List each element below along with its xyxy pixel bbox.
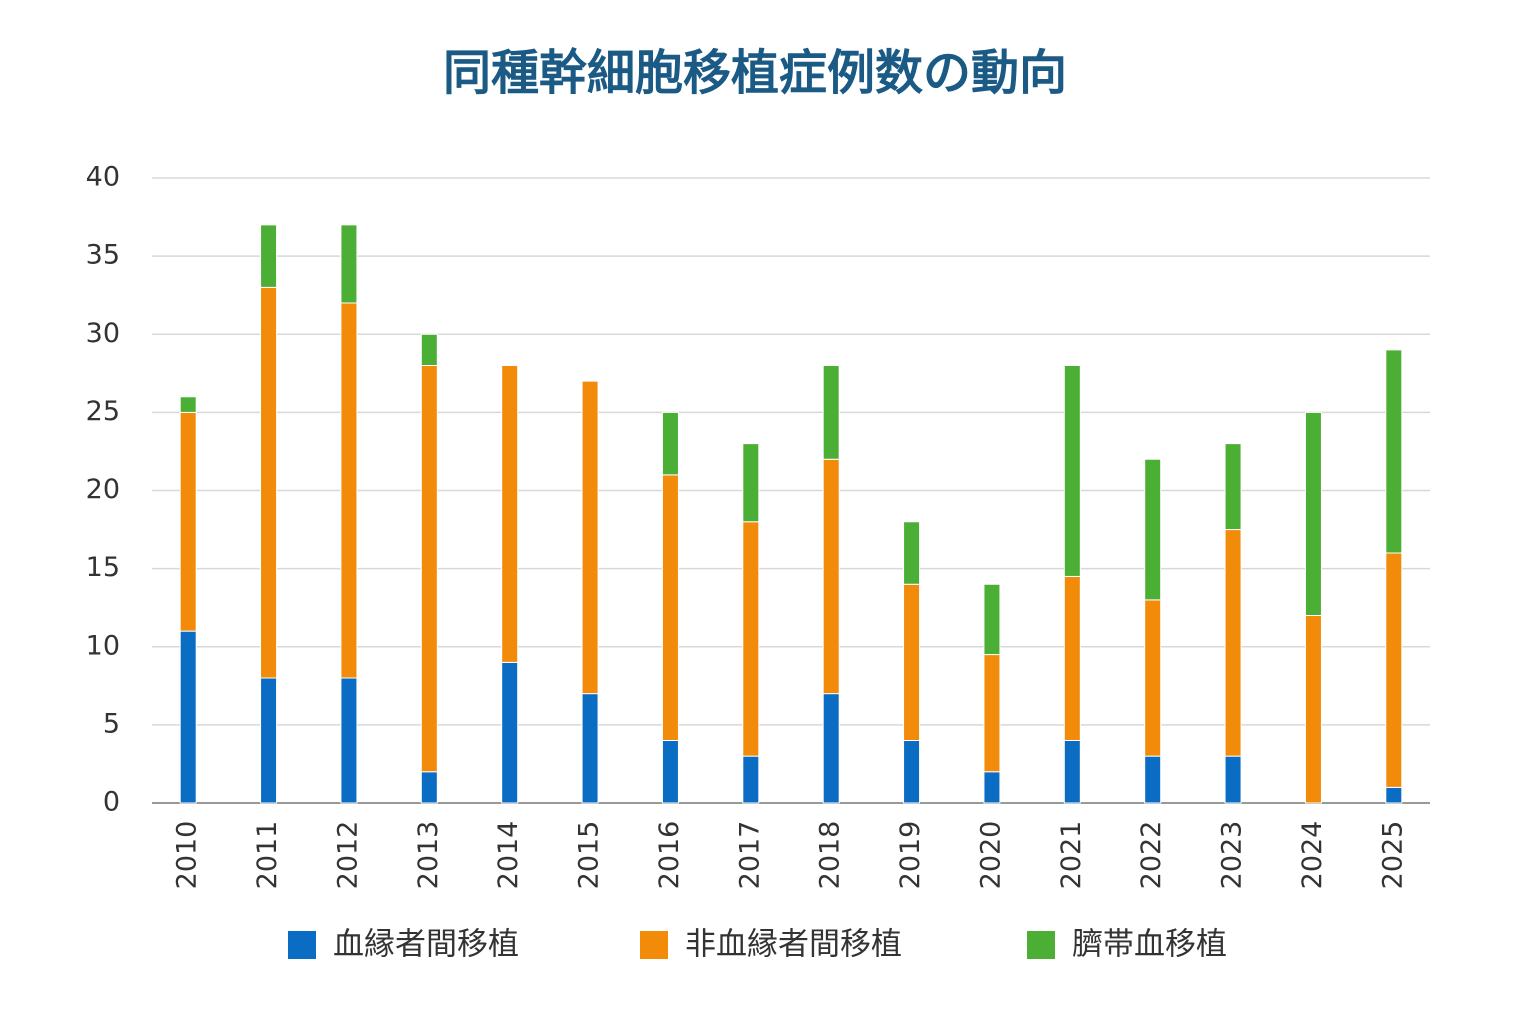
x-tick-label: 2023 bbox=[1217, 821, 1248, 890]
bar-segment bbox=[1385, 349, 1403, 554]
bar-segment bbox=[179, 396, 197, 413]
x-tick-label: 2018 bbox=[815, 821, 846, 890]
bar-segment bbox=[1144, 599, 1162, 757]
bar-segment bbox=[340, 224, 358, 304]
bar-segment bbox=[260, 286, 278, 679]
bar-segment bbox=[179, 630, 197, 804]
bar-segment bbox=[742, 755, 760, 804]
x-tick-label: 2019 bbox=[895, 821, 926, 890]
bar-segment bbox=[903, 740, 921, 804]
bar-segment bbox=[420, 365, 438, 773]
y-tick-label: 20 bbox=[86, 474, 120, 505]
y-tick-label: 0 bbox=[103, 787, 120, 818]
chart-title: 同種幹細胞移植症例数の動向 bbox=[443, 45, 1067, 101]
legend-label: 血縁者間移植 bbox=[333, 927, 519, 963]
legend-swatch bbox=[640, 931, 668, 959]
x-tick-label: 2013 bbox=[413, 821, 444, 890]
bar-segment bbox=[1304, 615, 1322, 804]
bar-segment bbox=[260, 677, 278, 804]
y-tick-label: 25 bbox=[86, 396, 120, 427]
bar-segment bbox=[661, 474, 679, 741]
bar-segment bbox=[983, 771, 1001, 804]
x-tick-label: 2014 bbox=[493, 821, 524, 890]
x-tick-label: 2015 bbox=[574, 821, 605, 890]
bar-segment bbox=[260, 224, 278, 288]
bar-segment bbox=[501, 365, 519, 663]
legend-label: 臍帯血移植 bbox=[1072, 927, 1227, 963]
bar-segment bbox=[581, 380, 599, 695]
bar-segment bbox=[1385, 786, 1403, 804]
bar-segment bbox=[1144, 755, 1162, 804]
y-tick-label: 5 bbox=[103, 708, 120, 739]
bar-segment bbox=[340, 302, 358, 679]
y-tick-label: 35 bbox=[86, 240, 120, 271]
bar-segment bbox=[903, 521, 921, 585]
bar-segment bbox=[1063, 740, 1081, 804]
bar-segment bbox=[983, 583, 1001, 656]
bar-segment bbox=[581, 693, 599, 804]
x-tick-label: 2022 bbox=[1136, 821, 1167, 890]
x-tick-label: 2016 bbox=[654, 821, 685, 890]
x-tick-label: 2025 bbox=[1377, 821, 1408, 890]
bar-segment bbox=[822, 693, 840, 804]
bar-segment bbox=[501, 661, 519, 804]
bar-segment bbox=[1304, 411, 1322, 616]
bar-segment bbox=[179, 411, 197, 632]
bar-segment bbox=[1063, 575, 1081, 741]
y-tick-label: 40 bbox=[86, 162, 120, 193]
bar-segment bbox=[742, 521, 760, 757]
bar-segment bbox=[1385, 552, 1403, 788]
bar-segment bbox=[420, 333, 438, 366]
legend-swatch bbox=[1027, 931, 1055, 959]
bar-segment bbox=[420, 771, 438, 804]
bar-segment bbox=[1224, 529, 1242, 757]
y-tick-label: 10 bbox=[86, 630, 120, 661]
x-tick-label: 2011 bbox=[252, 821, 283, 890]
y-tick-label: 30 bbox=[86, 318, 120, 349]
bar-segment bbox=[661, 740, 679, 804]
bar-segment bbox=[1224, 443, 1242, 531]
legend-swatch bbox=[288, 931, 316, 959]
bar-segment bbox=[822, 458, 840, 695]
bar-segment bbox=[1063, 365, 1081, 577]
bar-segment bbox=[983, 654, 1001, 773]
y-tick-label: 15 bbox=[86, 552, 120, 583]
bar-segment bbox=[822, 365, 840, 460]
x-tick-label: 2017 bbox=[734, 821, 765, 890]
x-tick-label: 2012 bbox=[332, 821, 363, 890]
bar-segment bbox=[1224, 755, 1242, 804]
x-tick-label: 2020 bbox=[975, 821, 1006, 890]
bar-segment bbox=[340, 677, 358, 804]
bar-segment bbox=[661, 411, 679, 476]
legend-label: 非血縁者間移植 bbox=[685, 927, 902, 963]
bar-segment bbox=[742, 443, 760, 523]
bar-segment bbox=[1144, 458, 1162, 601]
bar-segment bbox=[903, 583, 921, 741]
x-tick-label: 2021 bbox=[1056, 821, 1087, 890]
x-tick-label: 2010 bbox=[172, 821, 203, 890]
x-tick-label: 2024 bbox=[1297, 821, 1328, 890]
